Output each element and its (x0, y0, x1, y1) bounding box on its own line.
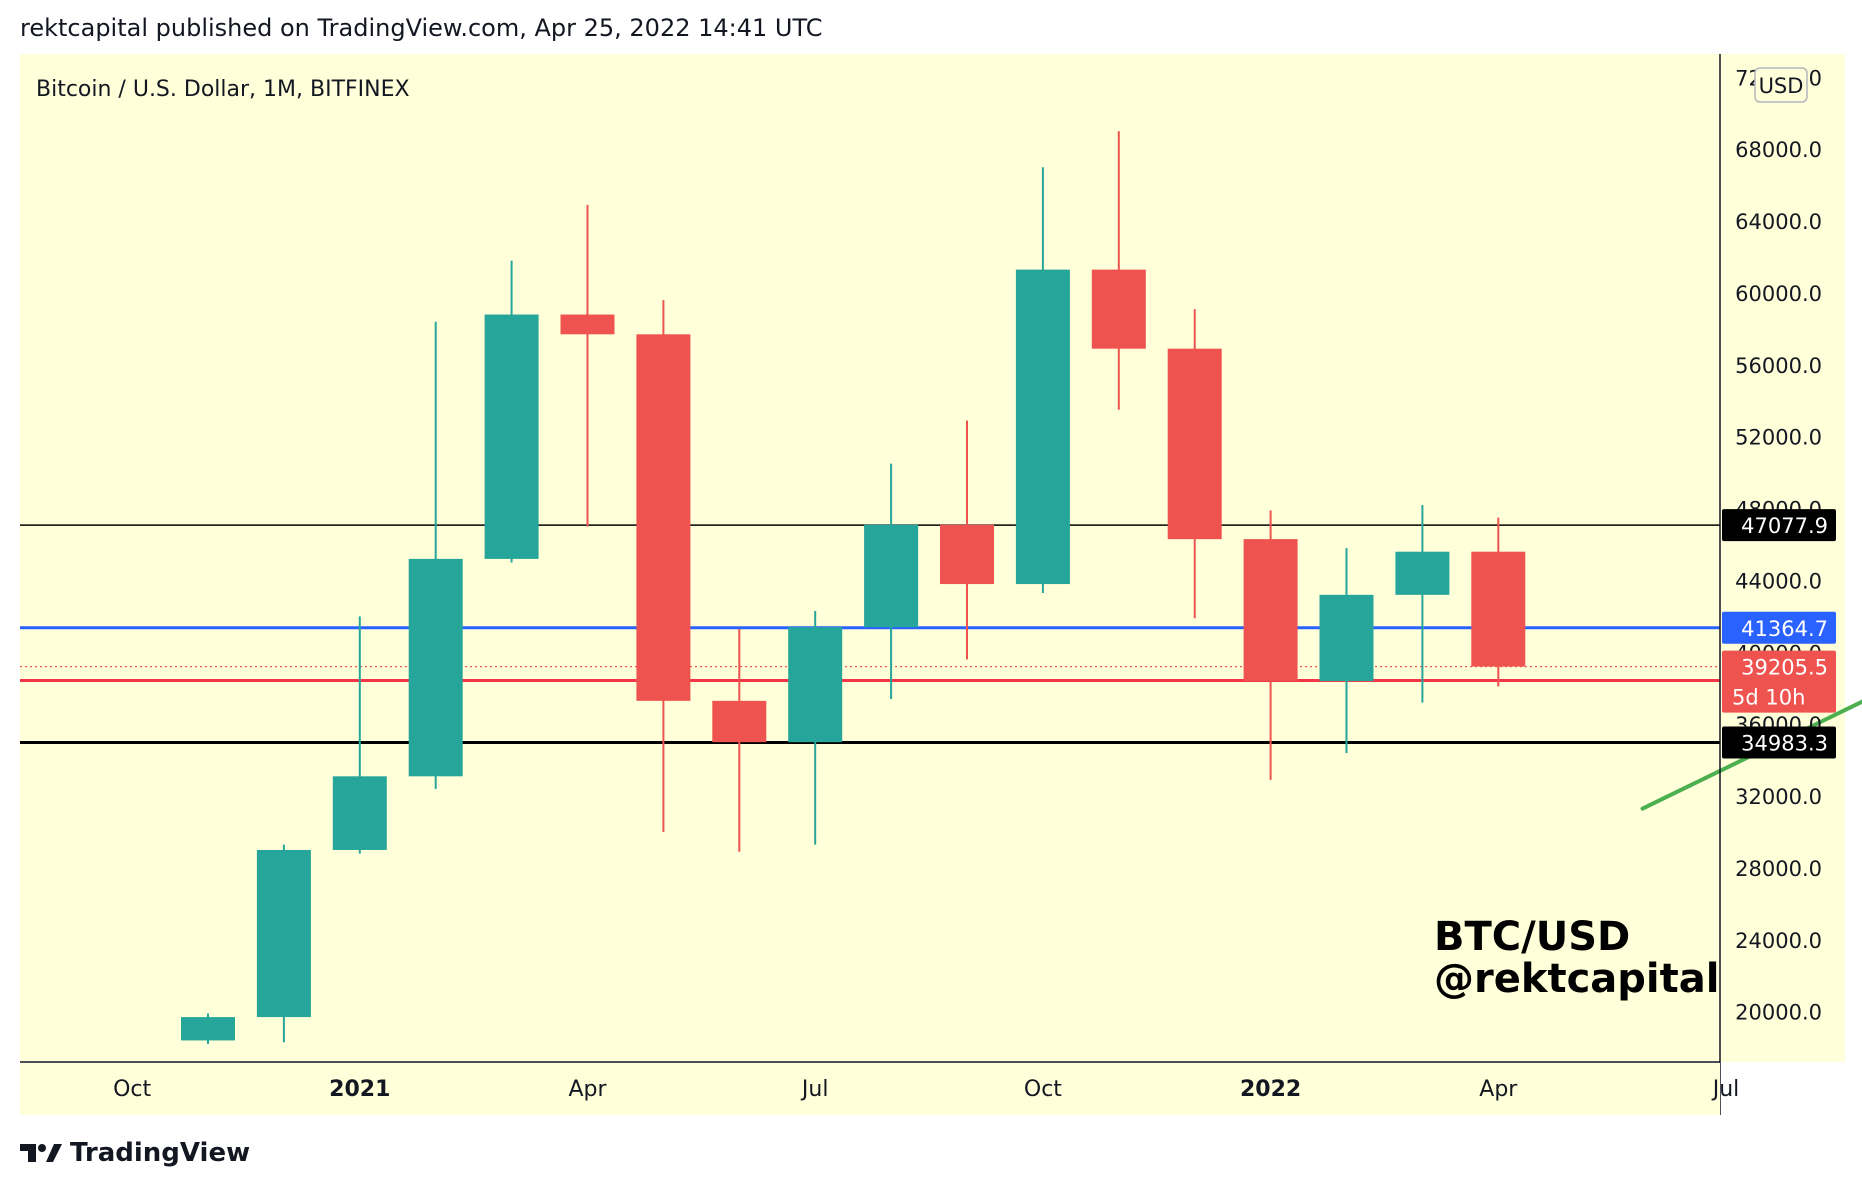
price-axis-background[interactable] (1720, 54, 1845, 1062)
time-axis-background[interactable] (20, 1063, 1720, 1115)
price-label-resistance-black-thin-bg (1722, 509, 1836, 542)
candle-2022-01[interactable] (1243, 510, 1298, 780)
x-tick-label: Apr (1479, 1077, 1518, 1102)
price-label-blue-level-bg (1722, 611, 1836, 644)
price-label-current-bg (1722, 650, 1836, 713)
candle-body (788, 627, 843, 743)
x-tick-label: Oct (113, 1077, 151, 1102)
candle-2022-04[interactable] (1471, 517, 1526, 687)
candle-body (408, 558, 463, 777)
y-tick-label: 52000.0 (1735, 426, 1822, 450)
symbol-title: Bitcoin / U.S. Dollar, 1M, BITFINEX (36, 77, 410, 102)
y-tick-label: 32000.0 (1735, 785, 1822, 809)
tradingview-logo-icon (20, 1144, 62, 1162)
candle-2021-01[interactable] (332, 616, 387, 854)
candle-body (1243, 539, 1298, 682)
x-tick-label: 2022 (1240, 1077, 1301, 1102)
y-tick-label: 64000.0 (1735, 210, 1822, 234)
currency-badge[interactable]: USD (1754, 67, 1808, 103)
price-label-resistance-black-thin-text: 47077.9 (1741, 514, 1828, 538)
y-tick-label: 24000.0 (1735, 929, 1822, 953)
candle-body (560, 314, 615, 335)
candle-body (1167, 348, 1222, 540)
x-tick-label: Jul (1711, 1077, 1740, 1102)
price-label-current[interactable]: 39205.5 5d 10h (1722, 650, 1836, 713)
candle-2021-11[interactable] (1091, 131, 1146, 410)
candle-2021-10[interactable] (1015, 167, 1070, 594)
candle-2021-07[interactable] (788, 611, 843, 845)
candle-body (1395, 551, 1450, 595)
y-tick-label: 60000.0 (1735, 282, 1822, 306)
candle-body (181, 1017, 235, 1041)
x-tick-label: Oct (1024, 1077, 1062, 1102)
candle-2021-08[interactable] (864, 463, 919, 700)
candle-body (332, 776, 387, 850)
candle-2021-02[interactable] (408, 321, 463, 789)
price-label-support-black-text: 34983.3 (1741, 731, 1828, 755)
candle-body (1091, 269, 1146, 349)
y-tick-label: 28000.0 (1735, 857, 1822, 881)
price-label-current-text: 39205.5 (1741, 656, 1828, 680)
price-label-blue-level[interactable]: 41364.7 (1722, 611, 1836, 644)
candle-2021-05[interactable] (636, 300, 691, 833)
candle-body (484, 314, 539, 559)
candle-2020-12[interactable] (256, 844, 311, 1043)
candle-body (940, 524, 994, 585)
x-tick-label: Apr (568, 1077, 607, 1102)
y-tick-label: 56000.0 (1735, 354, 1822, 378)
price-label-blue-level-text: 41364.7 (1741, 617, 1828, 641)
watermark-line-2: @rektcapital (1434, 956, 1719, 1002)
price-label-resistance-black-thin[interactable]: 47077.9 (1722, 509, 1836, 542)
candle-2021-04[interactable] (560, 204, 615, 527)
trendline[interactable] (1640, 550, 1862, 811)
price-label-support-black-bg (1722, 726, 1836, 759)
footer: TradingView (20, 1138, 250, 1168)
candle-2021-03[interactable] (484, 260, 539, 563)
candle-body (1319, 594, 1374, 682)
price-label-current-countdown: 5d 10h (1732, 686, 1805, 710)
publish-info: rektcapital published on TradingView.com… (20, 14, 823, 42)
candle-body (1471, 551, 1526, 667)
candle-body (636, 334, 691, 701)
y-tick-label: 68000.0 (1735, 138, 1822, 162)
x-tick-label: 2021 (329, 1077, 390, 1102)
footer-brand: TradingView (70, 1138, 251, 1168)
candle-2021-06[interactable] (712, 628, 767, 852)
candle-2020-11[interactable] (181, 1013, 235, 1045)
candle-2022-02[interactable] (1319, 548, 1374, 753)
candle-2021-12[interactable] (1167, 309, 1222, 619)
x-tick-label: Jul (800, 1077, 829, 1102)
candle-body (864, 524, 919, 628)
candle-2022-03[interactable] (1395, 504, 1450, 703)
candle-2021-09[interactable] (940, 420, 994, 660)
candle-body (256, 849, 311, 1018)
y-tick-label: 44000.0 (1735, 569, 1822, 593)
candle-body (1015, 269, 1070, 585)
currency-badge-label: USD (1759, 74, 1804, 98)
price-label-support-black[interactable]: 34983.3 (1722, 726, 1836, 759)
y-tick-label: 20000.0 (1735, 1001, 1822, 1025)
watermark-line-1: BTC/USD (1434, 914, 1630, 960)
candle-body (712, 700, 767, 743)
